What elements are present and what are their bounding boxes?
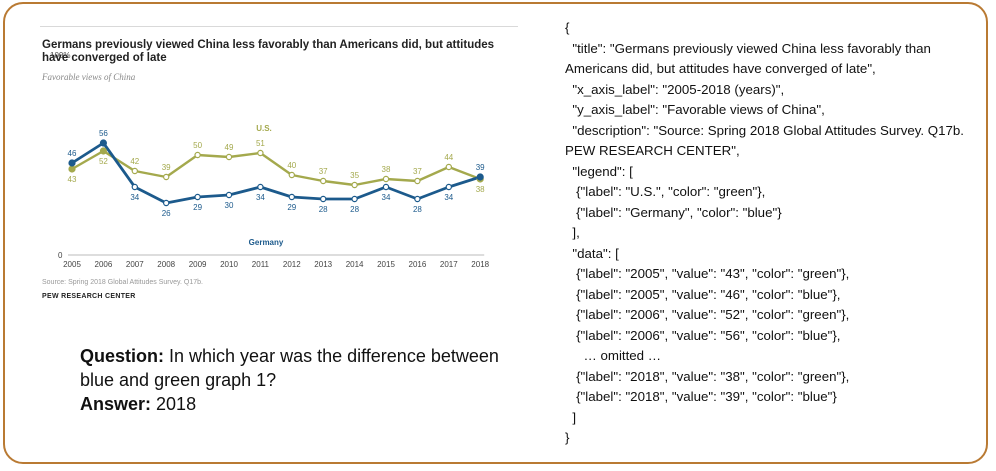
germany-data-point: [194, 193, 201, 201]
germany-data-point: [382, 183, 390, 191]
germany-data-point: [351, 195, 358, 203]
us-data-label: 50: [193, 141, 202, 150]
germany-data-point: [68, 159, 76, 167]
germany-data-point: [257, 183, 264, 191]
chart-title: Germans previously viewed China less fav…: [42, 39, 495, 64]
legend-germany-label: Germany: [249, 238, 284, 247]
germany-data-label: 46: [68, 149, 77, 158]
chart-panel: Germans previously viewed China less fav…: [40, 26, 518, 313]
us-data-point: [225, 153, 233, 161]
question-answer-block: Question: In which year was the differen…: [80, 344, 500, 416]
us-data-point: [131, 167, 139, 175]
us-data-label: 39: [162, 163, 171, 172]
us-data-label: 51: [256, 139, 265, 148]
answer-text: 2018: [156, 394, 197, 414]
us-data-label: 43: [68, 175, 77, 184]
legend-us-label: U.S.: [256, 124, 272, 133]
germany-data-label: 28: [350, 205, 359, 214]
germany-data-label: 34: [130, 193, 139, 202]
question-text: In which year was the difference between…: [80, 346, 499, 390]
germany-data-point: [445, 183, 452, 191]
x-tick-label: 2005: [63, 260, 81, 269]
question-line: Question: In which year was the differen…: [80, 344, 500, 392]
germany-data-point: [99, 139, 108, 147]
us-data-point: [257, 149, 264, 157]
germany-data-point: [131, 183, 139, 191]
json-annotation-text: { "title": "Germans previously viewed Ch…: [565, 20, 965, 445]
chart-subtitle: Favorable views of China: [41, 72, 136, 82]
x-tick-label: 2006: [95, 260, 113, 269]
germany-data-label: 28: [413, 205, 422, 214]
x-tick-label: 2012: [283, 260, 301, 269]
germany-data-point: [162, 199, 170, 207]
us-data-point: [162, 173, 170, 181]
chart-source: Source: Spring 2018 Global Attitudes Sur…: [42, 279, 203, 286]
us-data-point: [99, 147, 108, 155]
us-data-label: 37: [413, 167, 422, 176]
us-data-label: 35: [350, 171, 359, 180]
x-tick-label: 2016: [409, 260, 427, 269]
germany-data-label: 29: [287, 203, 296, 212]
y-tick-label: 100%: [50, 51, 70, 60]
x-tick-label: 2011: [252, 260, 270, 269]
us-data-point: [414, 177, 421, 185]
x-tick-label: 2007: [126, 260, 144, 269]
germany-data-label: 39: [476, 163, 485, 172]
us-data-label: 40: [287, 161, 296, 170]
x-tick-label: 2014: [346, 260, 364, 269]
us-data-point: [194, 151, 201, 159]
germany-data-label: 56: [99, 129, 108, 138]
us-data-point: [382, 175, 390, 183]
us-data-label: 52: [99, 157, 108, 166]
germany-data-label: 30: [225, 201, 234, 210]
brand-label: PEW RESEARCH CENTER: [42, 293, 136, 300]
us-data-point: [351, 181, 358, 189]
germany-data-label: 26: [162, 209, 171, 218]
germany-data-point: [414, 195, 421, 203]
x-tick-label: 2015: [377, 260, 395, 269]
us-data-label: 38: [476, 185, 485, 194]
x-tick-label: 2018: [471, 260, 489, 269]
question-label: Question:: [80, 346, 164, 366]
x-tick-label: 2017: [440, 260, 458, 269]
us-data-label: 44: [444, 153, 453, 162]
y-tick-label: 0: [58, 251, 63, 260]
us-data-label: 49: [225, 143, 234, 152]
us-data-point: [288, 171, 295, 179]
us-series-line: [71, 149, 481, 187]
us-data-label: 42: [130, 157, 139, 166]
x-tick-label: 2010: [220, 260, 238, 269]
germany-data-label: 34: [256, 193, 265, 202]
x-tick-label: 2008: [157, 260, 175, 269]
germany-data-label: 29: [193, 203, 202, 212]
x-tick-label: 2013: [314, 260, 332, 269]
germany-data-point: [225, 191, 233, 199]
germany-data-point: [288, 193, 295, 201]
germany-data-label: 34: [382, 193, 391, 202]
us-data-point: [445, 163, 452, 171]
answer-line: Answer: 2018: [80, 392, 500, 416]
us-data-point: [68, 165, 76, 173]
answer-label: Answer:: [80, 394, 152, 414]
germany-series-line: [71, 141, 481, 205]
germany-data-label: 28: [319, 205, 328, 214]
germany-data-point: [320, 195, 327, 203]
us-data-label: 38: [382, 165, 391, 174]
germany-data-point: [476, 173, 484, 181]
x-tick-label: 2009: [189, 260, 207, 269]
us-data-point: [320, 177, 327, 185]
us-data-label: 37: [319, 167, 328, 176]
germany-data-label: 34: [444, 193, 453, 202]
